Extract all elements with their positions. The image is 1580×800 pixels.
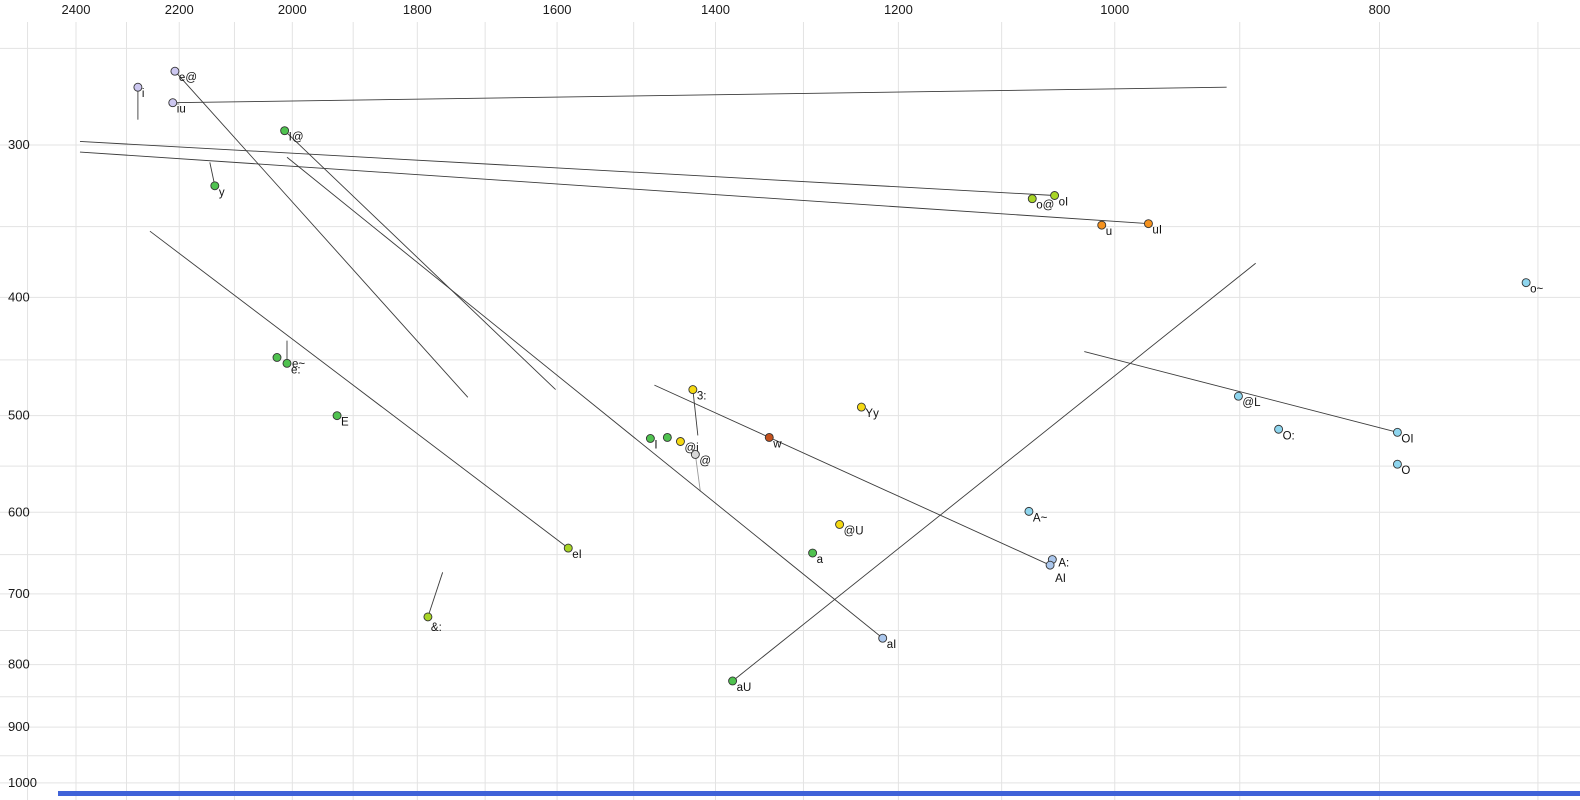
- vowel-point-A~: [1024, 506, 1034, 516]
- vowel-point-&:: [423, 612, 433, 622]
- bottom-scrollbar[interactable]: [58, 791, 1580, 796]
- vowel-label-iu: iu: [177, 104, 186, 116]
- vowel-trajectory-iu: [172, 86, 1227, 104]
- vowel-label-e@: e@: [179, 72, 197, 84]
- vowel-label-y: y: [219, 187, 225, 199]
- vowel-label-i: i: [142, 88, 145, 100]
- x-tick-2000: 2000: [278, 2, 307, 17]
- vowel-point-I@: [280, 126, 290, 136]
- vowel-label-AI: AI: [1055, 573, 1066, 585]
- vowel-point-Yy: [856, 402, 866, 412]
- vowel-label-@: @: [699, 455, 711, 467]
- vowel-label-oI: oI: [1059, 196, 1069, 208]
- vowel-trajectory-uI: [79, 151, 1149, 225]
- vowel-trajectory-I@: [284, 130, 556, 390]
- x-tick-1400: 1400: [701, 2, 730, 17]
- vowel-trajectory-aI: [286, 156, 883, 639]
- x-tick-2400: 2400: [62, 2, 91, 17]
- x-tick-2200: 2200: [165, 2, 194, 17]
- vowel-trajectory-e@: [174, 70, 469, 398]
- vowel-label-Yy: Yy: [865, 408, 879, 420]
- vowel-label-e:: e:: [291, 364, 301, 376]
- vowel-point-AI: [1045, 560, 1055, 570]
- vowel-trajectory-@: [694, 454, 701, 492]
- vowel-trajectory-&:: [427, 572, 444, 618]
- x-tick-1200: 1200: [884, 2, 913, 17]
- vowel-label-I: I: [654, 439, 657, 451]
- vowel-trajectory-oI: [79, 141, 1055, 196]
- vowel-trajectory-AI: [654, 384, 1051, 566]
- vowel-point-unlabeled: [662, 433, 672, 442]
- vowel-label-A:: A:: [1058, 558, 1069, 570]
- vowel-label-@U: @U: [844, 525, 864, 537]
- vowel-point-@L: [1233, 391, 1243, 401]
- vowel-label-O:: O:: [1283, 430, 1295, 442]
- vowel-label-w: w: [772, 438, 782, 450]
- vowel-point-e@: [170, 66, 180, 76]
- vowel-trajectory-3:: [692, 389, 699, 436]
- vowel-label-O: O: [1401, 465, 1410, 477]
- vowel-label-&:: &:: [431, 622, 442, 634]
- vowel-point-oI: [1050, 191, 1060, 200]
- vowel-label-e~: e~: [292, 358, 305, 370]
- vowel-point-w: [764, 433, 774, 442]
- vowel-label-@L: @L: [1242, 397, 1261, 409]
- y-tick-600: 600: [8, 504, 30, 519]
- vowel-point-e:: [282, 358, 292, 368]
- vowel-label-A~: A~: [1033, 512, 1048, 524]
- vowel-label-aI: aI: [887, 639, 897, 651]
- vowel-point-a: [808, 548, 818, 558]
- vowel-label-E: E: [341, 417, 349, 429]
- vowel-point-aI: [878, 633, 888, 643]
- vowel-label-3:: 3:: [697, 391, 707, 403]
- vowel-point-@: [690, 450, 700, 459]
- vowel-point-i: [133, 82, 143, 92]
- y-tick-400: 400: [8, 289, 30, 304]
- vowel-point-u: [1097, 220, 1107, 230]
- vowel-label-OI: OI: [1401, 433, 1413, 445]
- y-tick-900: 900: [8, 719, 30, 734]
- vowel-point-@i: [675, 437, 685, 446]
- x-tick-1000: 1000: [1100, 2, 1129, 17]
- vowel-label-o@: o@: [1036, 200, 1054, 212]
- vowel-label-u: u: [1106, 226, 1112, 238]
- vowel-point-eI: [563, 543, 573, 553]
- vowel-point-I: [645, 434, 655, 443]
- vowel-label-o~: o~: [1530, 284, 1543, 296]
- vowel-point-e~: [272, 353, 282, 362]
- vowel-point-E: [332, 411, 342, 421]
- y-tick-300: 300: [8, 137, 30, 152]
- vowel-point-o@: [1027, 194, 1037, 204]
- x-tick-800: 800: [1369, 2, 1391, 17]
- vowel-point-@U: [835, 520, 845, 529]
- x-tick-1800: 1800: [403, 2, 432, 17]
- y-tick-800: 800: [8, 657, 30, 672]
- vowel-trajectory-aU: [732, 262, 1256, 682]
- vowel-point-3:: [688, 385, 698, 395]
- vowel-trajectory-OI: [1084, 351, 1398, 433]
- vowel-point-y: [210, 181, 220, 191]
- vowel-label-a: a: [817, 554, 824, 566]
- y-tick-1000: 1000: [8, 775, 37, 790]
- vowel-label-eI: eI: [572, 549, 582, 561]
- vowel-point-iu: [168, 98, 178, 108]
- vowel-point-uI: [1143, 219, 1153, 229]
- vowel-point-o~: [1521, 278, 1531, 288]
- y-tick-500: 500: [8, 408, 30, 423]
- x-tick-1600: 1600: [543, 2, 572, 17]
- vowel-point-aU: [728, 676, 738, 686]
- vowel-point-O: [1392, 459, 1402, 469]
- vowel-label-I@: I@: [289, 132, 304, 144]
- vowel-label-uI: uI: [1152, 225, 1162, 237]
- y-tick-700: 700: [8, 586, 30, 601]
- vowel-trajectory-eI: [149, 230, 569, 549]
- vowel-point-OI: [1392, 427, 1402, 437]
- vowel-label-aU: aU: [737, 682, 752, 694]
- vowel-point-O:: [1274, 424, 1284, 434]
